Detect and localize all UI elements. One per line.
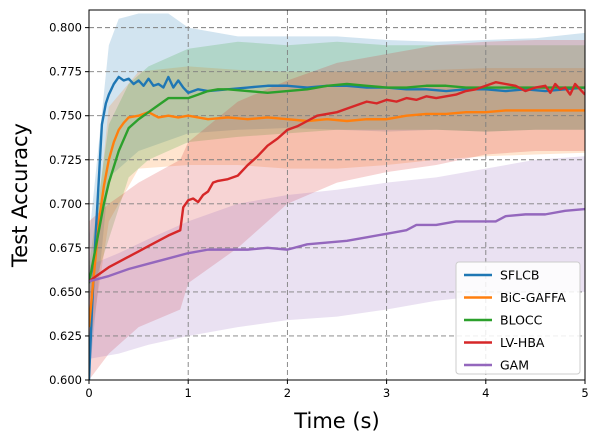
legend-label-3: LV-HBA: [500, 335, 545, 350]
legend-label-2: BLOCC: [500, 313, 543, 328]
x-tick-label-4: 4: [482, 386, 489, 400]
y-tick-label-5: 0.725: [49, 153, 82, 167]
y-tick-label-3: 0.675: [49, 241, 82, 255]
legend-label-0: SFLCB: [500, 268, 539, 283]
band-2: [89, 41, 585, 301]
band-4: [89, 156, 585, 359]
x-tick-label-0: 0: [85, 386, 92, 400]
x-tick-label-1: 1: [185, 386, 192, 400]
legend-label-4: GAM: [500, 358, 529, 373]
plot-frame: [88, 9, 586, 381]
y-axis-title: Test Accuracy: [8, 123, 32, 268]
x-tick-label-5: 5: [581, 386, 588, 400]
y-tick-label-6: 0.750: [49, 109, 82, 123]
series-line-4: [89, 207, 585, 283]
legend: SFLCB BiC-GAFFA BLOCC LV-HBA GAM: [455, 261, 581, 375]
y-tick-label-7: 0.775: [49, 65, 82, 79]
series-line-0: [89, 75, 585, 380]
x-tick-label-2: 2: [284, 386, 291, 400]
y-tick-label-0: 0.600: [49, 373, 82, 387]
y-tick-label-4: 0.700: [49, 197, 82, 211]
band-0: [89, 13, 585, 380]
legend-box: [455, 261, 581, 375]
series-line-2: [89, 82, 585, 284]
y-axis-ticks: 0.600 0.625 0.650 0.675 0.700 0.725 0.750 0.775…: [49, 21, 89, 387]
x-tick-label-3: 3: [383, 386, 390, 400]
band-1: [89, 66, 585, 354]
series-line-3: [89, 81, 585, 283]
y-tick-label-2: 0.650: [49, 285, 82, 299]
x-axis-title: Time (s): [293, 409, 379, 433]
y-tick-label-8: 0.800: [49, 21, 82, 35]
x-axis-ticks: 0 1 2 3 4 5: [85, 380, 589, 400]
band-3: [89, 39, 585, 380]
series-lines: [89, 75, 585, 380]
series-line-1: [89, 109, 585, 328]
legend-label-1: BiC-GAFFA: [500, 290, 566, 305]
y-tick-label-1: 0.625: [49, 329, 82, 343]
confidence-bands: [89, 13, 585, 380]
